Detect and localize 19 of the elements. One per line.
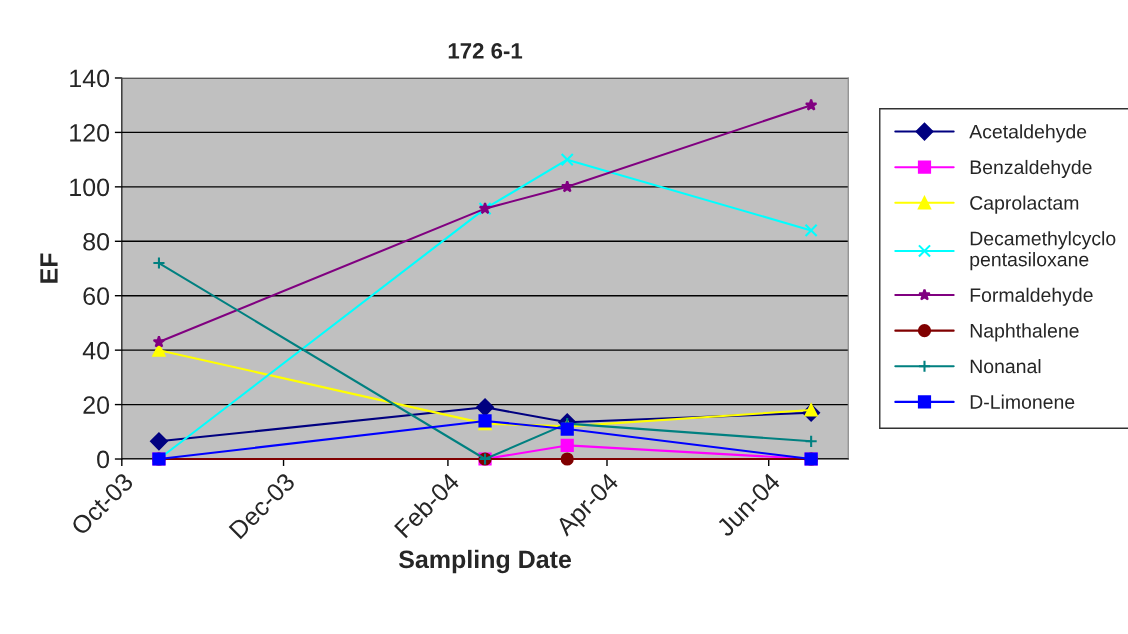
y-axis-title: EF [40, 253, 58, 283]
legend-label: Naphthalene [970, 323, 1079, 342]
legend-label: Acetaldehyde [969, 124, 1087, 143]
x-axis-title: Sampling Date [398, 549, 572, 574]
y-tick-label: 120 [70, 124, 110, 142]
legend-label: Caprolactam [970, 195, 1079, 214]
y-tick-label: 140 [70, 69, 110, 88]
legend-label: Benzaldehyde [970, 159, 1092, 179]
legend-label: Nonanal [970, 358, 1041, 374]
chart-title: 172 6-1 [448, 43, 523, 59]
legend-label: Formaldehyde [970, 287, 1093, 306]
y-tick-label: 80 [83, 232, 110, 251]
y-tick-label: 40 [82, 341, 110, 360]
y-tick-label: 0 [97, 450, 110, 469]
legend-label: Decamethylcyclo pentasiloxane [970, 231, 1116, 271]
y-tick-label: 60 [83, 287, 110, 306]
legend-label: D-Limonene [970, 394, 1075, 409]
y-tick-label: 100 [70, 178, 110, 197]
y-tick-label: 20 [83, 396, 110, 414]
